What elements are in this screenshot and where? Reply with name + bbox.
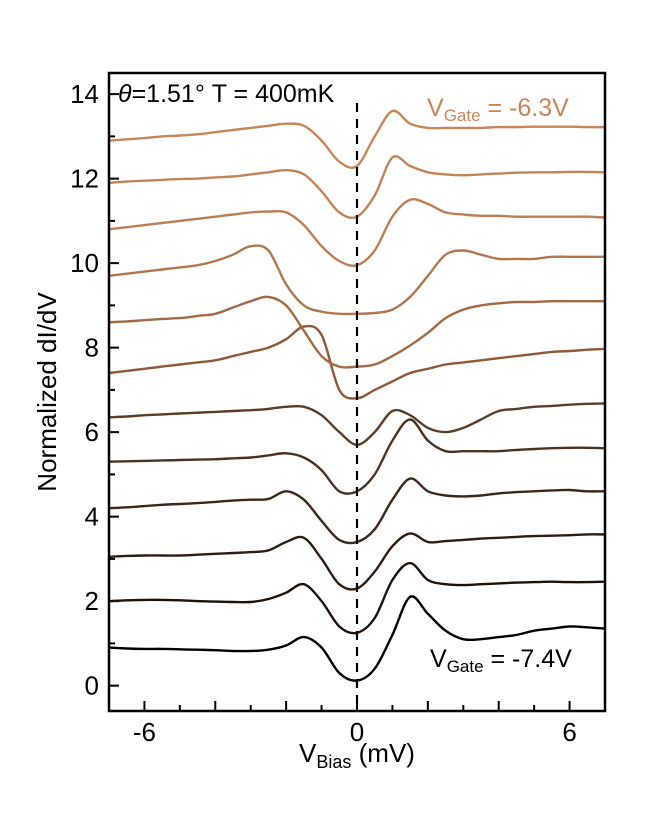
y-tick-label: 8: [85, 333, 99, 363]
y-tick-label: 0: [85, 671, 99, 701]
vgate-bottom-sub: Gate: [447, 657, 484, 676]
x-label-main: V: [299, 738, 317, 768]
theta-symbol: θ: [118, 80, 132, 108]
y-tick-label: 6: [85, 417, 99, 447]
vgate-bottom-value: = -7.4V: [484, 645, 573, 673]
vgate-bottom-main: V: [430, 645, 447, 673]
x-tick-label: 6: [562, 717, 576, 747]
y-tick-label: 10: [70, 248, 99, 278]
x-axis-label: VBias (mV): [299, 738, 415, 772]
y-tick-label: 12: [70, 164, 99, 194]
y-tick-label: 14: [70, 79, 99, 109]
axis-ticks: 0 2 4 6 8 10 12 14 -6 0 6: [70, 79, 577, 747]
vgate-top-value: = -6.3V: [481, 94, 570, 122]
y-axis-label: Normalized dI/dV: [32, 292, 62, 492]
theta-annotation: θ=1.51° T = 400mK: [118, 80, 335, 108]
y-tick-label: 4: [85, 502, 99, 532]
trace-12-line: [108, 109, 606, 169]
vgate-top-annotation: VGate = -6.3V: [427, 94, 569, 125]
x-tick-label: 0: [350, 717, 364, 747]
x-label-unit: (mV): [351, 738, 415, 768]
vgate-top-main: V: [427, 94, 444, 122]
plot-frame: [107, 71, 607, 713]
x-label-sub: Bias: [316, 752, 351, 772]
vgate-top-sub: Gate: [444, 106, 481, 125]
theta-value: =1.51° T = 400mK: [132, 80, 335, 108]
vgate-bottom-annotation: VGate = -7.4V: [430, 645, 572, 676]
y-tick-label: 2: [85, 586, 99, 616]
x-tick-label: -6: [133, 717, 156, 747]
